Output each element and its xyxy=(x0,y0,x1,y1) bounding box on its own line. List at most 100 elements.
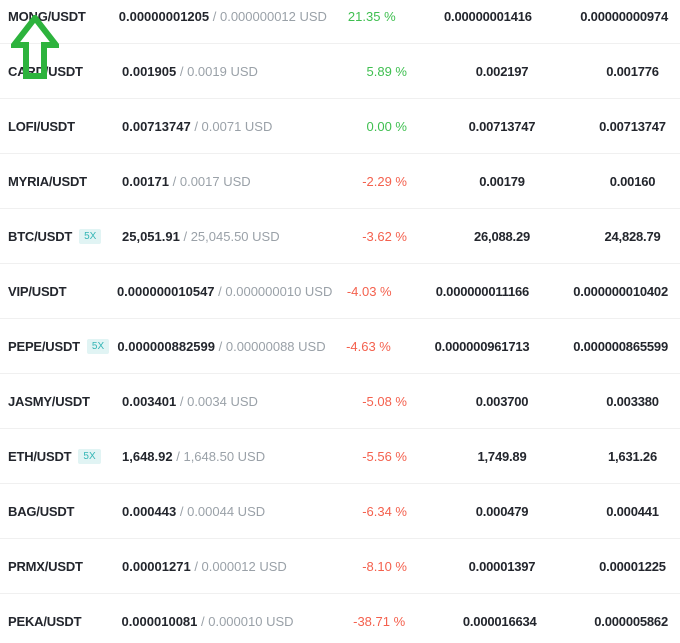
table-row[interactable]: ETH/USDT 5X 1,648.92 / 1,648.50 USD -5.5… xyxy=(0,429,680,484)
low-cell: 0.00001225 xyxy=(597,559,680,574)
pair-name: JASMY/USDT xyxy=(8,393,90,409)
pair-cell: ETH/USDT 5X xyxy=(0,448,122,464)
low-value: 0.003380 xyxy=(606,393,659,409)
price-cell: 0.00171 / 0.0017 USD xyxy=(122,174,345,189)
high-cell: 0.00000001416 xyxy=(396,9,581,24)
change-percent: 0.00 % xyxy=(366,118,407,134)
high-value: 0.000000961713 xyxy=(434,338,530,354)
change-cell: -8.10 % xyxy=(345,559,407,574)
high-cell: 0.002197 xyxy=(407,64,597,79)
pair-name: MYRIA/USDT xyxy=(8,173,87,189)
pair-cell: JASMY/USDT xyxy=(0,394,122,409)
last-price: 0.000000010547 xyxy=(116,283,215,299)
low-cell: 0.001776 xyxy=(597,64,680,79)
low-value: 1,631.26 xyxy=(607,448,657,464)
high-cell: 0.00179 xyxy=(407,174,597,189)
table-row[interactable]: BTC/USDT 5X 25,051.91 / 25,045.50 USD -3… xyxy=(0,209,680,264)
low-value: 0.000441 xyxy=(606,503,659,519)
price-usd-equivalent: / 0.0071 USD xyxy=(194,118,273,134)
pair-cell: LOFI/USDT xyxy=(0,119,122,134)
high-cell: 0.000000961713 xyxy=(391,339,573,354)
low-cell: 1,631.26 xyxy=(597,449,680,464)
last-price: 0.000443 xyxy=(122,503,177,519)
pair-name: CARD/USDT xyxy=(8,63,83,79)
change-cell: -4.03 % xyxy=(332,283,392,299)
table-row[interactable]: PEPE/USDT 5X 0.000000882599 / 0.00000088… xyxy=(0,319,680,374)
high-cell: 0.003700 xyxy=(407,394,597,409)
low-value: 0.000000010402 xyxy=(573,283,668,299)
high-cell: 0.000479 xyxy=(407,504,597,519)
low-cell: 0.00160 xyxy=(597,174,680,189)
change-percent: -4.03 % xyxy=(346,283,392,299)
high-value: 0.000000011166 xyxy=(435,283,530,299)
change-percent: 21.35 % xyxy=(347,8,396,24)
table-row[interactable]: CARD/USDT 0.001905 / 0.0019 USD 5.89 % 0… xyxy=(0,44,680,99)
low-value: 0.000005862 xyxy=(594,613,668,629)
pair-name: MONG/USDT xyxy=(8,8,86,24)
change-cell: -2.29 % xyxy=(345,174,407,189)
pair-cell: PEPE/USDT 5X xyxy=(0,338,117,354)
last-price: 0.00001271 xyxy=(122,558,191,574)
leverage-badge: 5X xyxy=(78,448,101,464)
high-value: 0.00713747 xyxy=(468,118,536,134)
price-cell: 0.00713747 / 0.0071 USD xyxy=(122,119,345,134)
change-percent: -4.63 % xyxy=(346,338,391,354)
high-cell: 0.00713747 xyxy=(407,119,597,134)
high-cell: 0.00001397 xyxy=(407,559,597,574)
table-row[interactable]: MYRIA/USDT 0.00171 / 0.0017 USD -2.29 % … xyxy=(0,154,680,209)
high-value: 0.003700 xyxy=(475,393,529,409)
pair-cell: PRMX/USDT xyxy=(0,559,122,574)
last-price: 0.000010081 xyxy=(121,613,198,629)
last-price: 0.003401 xyxy=(122,393,177,409)
table-row[interactable]: LOFI/USDT 0.00713747 / 0.0071 USD 0.00 %… xyxy=(0,99,680,154)
low-value: 0.00001225 xyxy=(599,558,666,574)
table-row[interactable]: JASMY/USDT 0.003401 / 0.0034 USD -5.08 %… xyxy=(0,374,680,429)
high-value: 26,088.29 xyxy=(473,228,531,244)
pair-name: PEKA/USDT xyxy=(8,613,82,629)
change-cell: -5.08 % xyxy=(345,394,407,409)
last-price: 0.00171 xyxy=(122,173,169,189)
change-cell: 5.89 % xyxy=(345,64,407,79)
price-usd-equivalent: / 25,045.50 USD xyxy=(183,228,280,244)
table-row[interactable]: VIP/USDT 0.000000010547 / 0.000000010 US… xyxy=(0,264,680,319)
last-price: 25,051.91 xyxy=(122,228,180,244)
price-cell: 1,648.92 / 1,648.50 USD xyxy=(122,449,345,464)
price-cell: 0.000443 / 0.00044 USD xyxy=(122,504,345,519)
low-value: 0.001776 xyxy=(606,63,659,79)
price-cell: 0.00001271 / 0.000012 USD xyxy=(122,559,345,574)
price-cell: 25,051.91 / 25,045.50 USD xyxy=(122,229,345,244)
change-cell: 21.35 % xyxy=(335,8,396,24)
table-row[interactable]: PRMX/USDT 0.00001271 / 0.000012 USD -8.1… xyxy=(0,539,680,594)
low-value: 24,828.79 xyxy=(604,228,661,244)
price-cell: 0.000010081 / 0.000010 USD xyxy=(121,614,343,629)
price-usd-equivalent: / 0.00000088 USD xyxy=(218,338,326,354)
low-cell: 0.003380 xyxy=(597,394,680,409)
change-cell: -5.56 % xyxy=(345,449,407,464)
pair-name: BAG/USDT xyxy=(8,503,75,519)
price-cell: 0.00000001205 / 0.000000012 USD xyxy=(119,9,336,24)
low-value: 0.00000000974 xyxy=(580,8,668,24)
price-usd-equivalent: / 0.0019 USD xyxy=(179,63,258,79)
change-percent: -8.10 % xyxy=(362,558,407,574)
price-usd-equivalent: / 0.0017 USD xyxy=(172,173,251,189)
leverage-badge: 5X xyxy=(86,338,110,354)
change-cell: -3.62 % xyxy=(345,229,407,244)
pair-name: PEPE/USDT xyxy=(8,338,80,354)
table-row[interactable]: MONG/USDT 0.00000001205 / 0.000000012 US… xyxy=(0,0,680,44)
change-percent: -5.56 % xyxy=(362,448,407,464)
table-row[interactable]: BAG/USDT 0.000443 / 0.00044 USD -6.34 % … xyxy=(0,484,680,539)
high-value: 0.002197 xyxy=(475,63,529,79)
pair-name: PRMX/USDT xyxy=(8,558,83,574)
last-price: 0.00713747 xyxy=(122,118,191,134)
high-cell: 26,088.29 xyxy=(407,229,597,244)
price-usd-equivalent: / 0.000010 USD xyxy=(201,613,294,629)
pair-cell: MONG/USDT xyxy=(0,9,119,24)
pair-cell: PEKA/USDT xyxy=(0,614,121,629)
table-row[interactable]: PEKA/USDT 0.000010081 / 0.000010 USD -38… xyxy=(0,594,680,643)
leverage-badge: 5X xyxy=(79,228,102,244)
price-usd-equivalent: / 1,648.50 USD xyxy=(176,448,266,464)
high-value: 0.000479 xyxy=(475,503,529,519)
pair-cell: VIP/USDT xyxy=(0,284,117,299)
high-value: 0.00001397 xyxy=(468,558,536,574)
low-cell: 0.000000865599 xyxy=(573,339,680,354)
